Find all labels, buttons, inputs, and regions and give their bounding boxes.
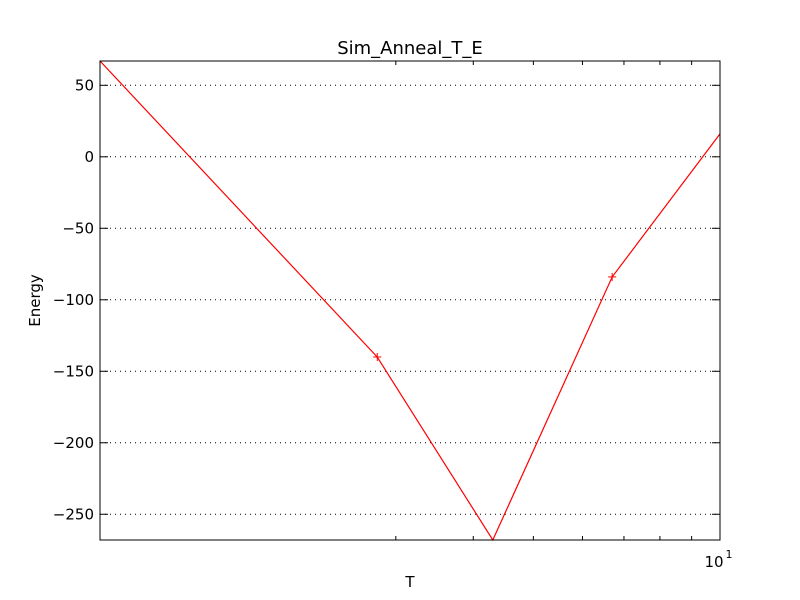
y-tick-label: −200: [53, 434, 94, 452]
data-point-marker: [608, 272, 617, 281]
y-tick-label: −150: [53, 362, 94, 380]
x-axis-label: T: [404, 573, 415, 591]
y-tick-label: −100: [53, 291, 94, 309]
y-tick-label: −50: [62, 219, 94, 237]
x-tick-label-exponent: 1: [726, 548, 733, 561]
ticks-layer: 50 0 −50 −100 −150 −200 −250 10 1: [53, 61, 733, 571]
data-point-marker: [373, 352, 382, 361]
y-tick-label: 50: [75, 76, 94, 94]
x-tick-label: 10: [704, 553, 723, 571]
y-tick-label: −250: [53, 505, 94, 523]
plot-frame: [99, 60, 721, 541]
y-axis-label: Energy: [26, 274, 44, 327]
y-tick-label: 0: [84, 148, 94, 166]
chart-title: Sim_Anneal_T_E: [337, 38, 483, 59]
grid-layer: [100, 84, 720, 515]
